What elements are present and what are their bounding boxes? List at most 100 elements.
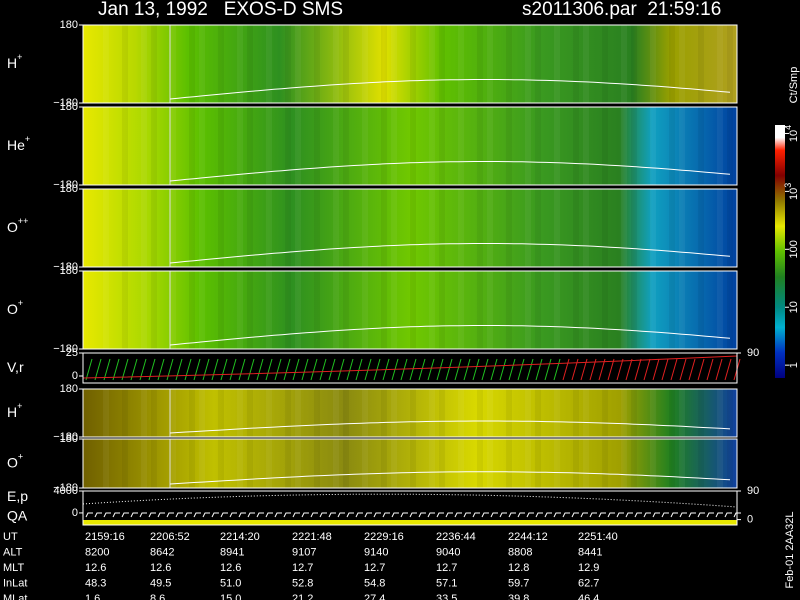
sawtooth bbox=[409, 358, 417, 381]
texture bbox=[669, 107, 675, 185]
texture bbox=[266, 25, 272, 103]
texture bbox=[237, 25, 243, 103]
texture bbox=[439, 271, 445, 349]
texture bbox=[477, 439, 483, 488]
texture bbox=[727, 25, 733, 103]
panel-label: E,p bbox=[7, 488, 28, 504]
table-cell: 52.8 bbox=[292, 577, 313, 589]
sawtooth bbox=[301, 512, 309, 518]
texture bbox=[727, 189, 733, 267]
sawtooth bbox=[607, 512, 615, 518]
texture bbox=[487, 107, 493, 185]
sawtooth bbox=[229, 358, 237, 381]
sawtooth bbox=[265, 358, 273, 381]
sawtooth bbox=[202, 512, 210, 518]
table-cell: 2159:16 bbox=[85, 531, 125, 543]
sawtooth bbox=[598, 512, 606, 518]
texture bbox=[717, 271, 723, 349]
table-cell: 39.8 bbox=[508, 593, 529, 600]
panel-label: QA bbox=[7, 508, 28, 524]
texture bbox=[621, 107, 627, 185]
texture bbox=[679, 389, 685, 437]
qa-strip bbox=[83, 520, 737, 525]
table-cell: 54.8 bbox=[364, 577, 385, 589]
sawtooth bbox=[364, 358, 372, 381]
colorbar-tick-text: 10 bbox=[788, 301, 800, 313]
texture bbox=[650, 107, 656, 185]
sawtooth bbox=[427, 358, 435, 381]
sawtooth bbox=[247, 358, 255, 381]
texture bbox=[218, 107, 224, 185]
texture bbox=[698, 107, 704, 185]
texture bbox=[573, 439, 579, 488]
sawtooth bbox=[130, 512, 138, 518]
y-tick-label: −180 bbox=[53, 261, 78, 273]
y-tick-label: 180 bbox=[60, 433, 78, 445]
texture bbox=[122, 107, 128, 185]
sawtooth bbox=[238, 358, 246, 381]
sawtooth bbox=[508, 512, 516, 518]
texture bbox=[314, 389, 320, 437]
sawtooth bbox=[697, 512, 705, 518]
texture bbox=[458, 271, 464, 349]
sawtooth bbox=[517, 512, 525, 518]
spectrogram bbox=[83, 389, 737, 437]
texture bbox=[631, 25, 637, 103]
texture bbox=[141, 389, 147, 437]
panel-label-sup: + bbox=[18, 298, 23, 308]
y2-tick-label: 90 bbox=[747, 347, 759, 359]
table-cell: 2229:16 bbox=[364, 531, 404, 543]
table-cell: 2251:40 bbox=[578, 531, 618, 543]
texture bbox=[141, 107, 147, 185]
texture bbox=[583, 189, 589, 267]
panel-label: He+ bbox=[7, 134, 30, 152]
sawtooth bbox=[256, 358, 264, 381]
sawtooth bbox=[85, 358, 93, 381]
texture bbox=[583, 271, 589, 349]
texture bbox=[362, 389, 368, 437]
sawtooth bbox=[328, 358, 336, 381]
row-label: MLT bbox=[3, 562, 24, 574]
texture bbox=[554, 271, 560, 349]
sawtooth bbox=[643, 358, 651, 381]
panel-frame bbox=[82, 24, 738, 104]
texture bbox=[151, 389, 157, 437]
texture bbox=[237, 107, 243, 185]
texture bbox=[381, 25, 387, 103]
colorbar-tick-text: 1 bbox=[788, 362, 800, 368]
texture bbox=[554, 107, 560, 185]
texture bbox=[573, 271, 579, 349]
spectrogram bbox=[83, 25, 737, 103]
sawtooth bbox=[445, 358, 453, 381]
texture bbox=[410, 389, 416, 437]
texture bbox=[410, 439, 416, 488]
sawtooth bbox=[103, 358, 111, 381]
texture bbox=[410, 189, 416, 267]
sawtooth bbox=[733, 512, 741, 518]
texture bbox=[189, 189, 195, 267]
texture bbox=[410, 271, 416, 349]
table-cell: 57.1 bbox=[436, 577, 457, 589]
texture bbox=[554, 389, 560, 437]
sawtooth bbox=[490, 358, 498, 381]
pitch-curve bbox=[169, 243, 731, 264]
file-label: s2011306.par 21:59:16 bbox=[522, 0, 721, 20]
texture bbox=[391, 25, 397, 103]
sawtooth bbox=[562, 358, 570, 381]
texture bbox=[602, 25, 608, 103]
pitch-curve bbox=[169, 161, 731, 182]
texture bbox=[122, 439, 128, 488]
texture bbox=[535, 271, 541, 349]
sawtooth bbox=[364, 512, 372, 518]
texture bbox=[487, 271, 493, 349]
sawtooth bbox=[139, 512, 147, 518]
sawtooth bbox=[337, 358, 345, 381]
row-label: InLat bbox=[3, 577, 27, 589]
texture bbox=[506, 25, 512, 103]
texture bbox=[679, 107, 685, 185]
texture bbox=[199, 271, 205, 349]
sawtooth bbox=[715, 512, 723, 518]
pitch-curve bbox=[169, 471, 731, 485]
sawtooth bbox=[157, 358, 165, 381]
texture bbox=[295, 107, 301, 185]
